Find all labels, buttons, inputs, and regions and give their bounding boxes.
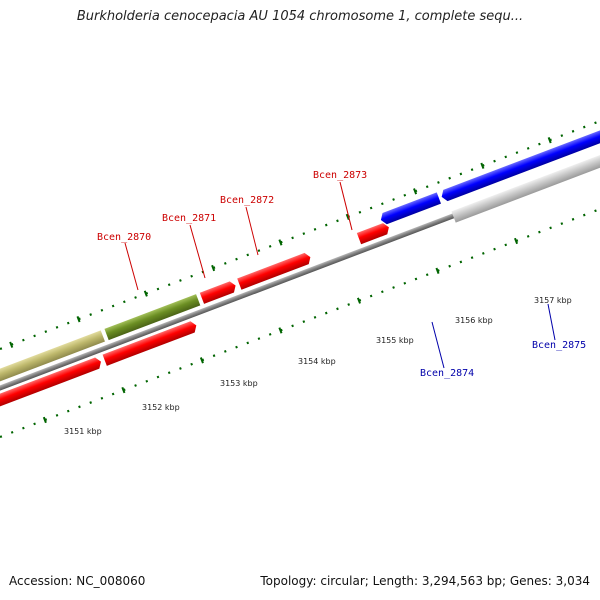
grey-feature[interactable] [451,143,600,223]
leader-bcen-2871 [189,224,206,279]
gene-labels: Bcen_2870 Bcen_2871 Bcen_2872 Bcen_2873 … [97,170,586,379]
gene-label-bcen-2872[interactable]: Bcen_2872 [220,195,274,206]
gene-bcen-2872-arrow[interactable] [237,251,312,290]
tick-label-3156: 3156 kbp [455,316,493,325]
lower-major-ticks [42,237,519,424]
gene-bcen-2873-arrow[interactable] [356,222,391,245]
khaki-feature[interactable] [0,330,105,392]
gene-bcen-2871-arrow[interactable] [199,280,238,304]
tick-label-3155: 3155 kbp [376,336,414,345]
gene-label-bcen-2875[interactable]: Bcen_2875 [532,340,586,351]
upper-tick-track [0,106,600,351]
upper-major-ticks [9,137,552,348]
lower-tick-dotted-line [0,194,600,439]
leader-bcen-2874 [431,321,445,369]
leader-bcen-2873 [339,181,353,231]
map-title: Burkholderia cenocepacia AU 1054 chromos… [76,9,524,24]
leader-bcen-2872 [245,206,259,256]
tick-label-3151: 3151 kbp [64,427,102,436]
gene-label-bcen-2870[interactable]: Bcen_2870 [97,232,151,243]
kbp-tick-labels: 3151 kbp 3152 kbp 3153 kbp 3154 kbp 3155… [64,296,572,436]
gene-bcen-2870-arrow[interactable] [104,294,201,341]
red-feature-inner-2[interactable] [102,320,199,366]
gene-label-leaders [124,181,556,369]
leader-bcen-2870 [124,242,139,291]
gene-label-bcen-2873[interactable]: Bcen_2873 [313,170,367,181]
gene-bcen-2875-arrow[interactable] [440,122,600,202]
accession-text: Accession: NC_008060 [9,574,146,588]
red-feature-inner-1[interactable] [0,356,103,417]
genome-summary-text: Topology: circular; Length: 3,294,563 bp… [260,574,590,588]
leader-bcen-2875 [547,303,556,341]
tick-label-3154: 3154 kbp [298,357,336,366]
upper-tick-dotted-line [0,106,600,351]
tick-label-3153: 3153 kbp [220,379,258,388]
lower-tick-track [0,194,600,439]
tick-label-3152: 3152 kbp [142,403,180,412]
gene-label-bcen-2874[interactable]: Bcen_2874 [420,368,474,379]
gene-label-bcen-2871[interactable]: Bcen_2871 [162,213,216,224]
genome-track [0,106,600,439]
reverse-strand [379,122,600,225]
forward-strand [0,222,391,392]
gene-bcen-2874-arrow[interactable] [379,192,441,225]
tick-label-3157: 3157 kbp [534,296,572,305]
forward-strand-inner [0,320,199,417]
